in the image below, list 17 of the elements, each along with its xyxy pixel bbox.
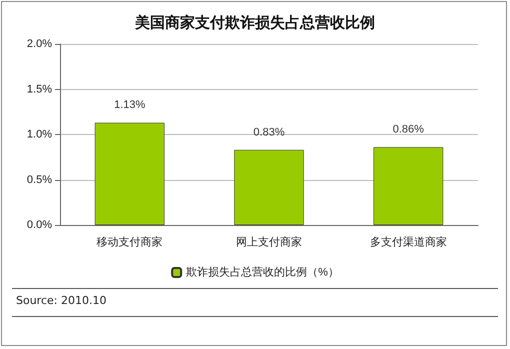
data-label: 1.13% xyxy=(114,99,146,112)
bar xyxy=(374,147,444,225)
bar xyxy=(94,122,164,225)
y-tick-label: 2.0% xyxy=(26,38,52,50)
x-tick-label: 多支付渠道商家 xyxy=(370,236,447,248)
y-tick-label: 0.0% xyxy=(26,219,52,231)
x-tick-label: 网上支付商家 xyxy=(236,236,302,248)
y-tick-label: 0.5% xyxy=(26,174,52,186)
data-label: 0.83% xyxy=(253,126,285,138)
data-label: 0.86% xyxy=(392,124,424,136)
source-note: Source: 2010.10 xyxy=(16,294,106,307)
y-tick-label: 1.5% xyxy=(26,83,52,96)
bar xyxy=(234,150,304,225)
chart-title: 美国商家支付欺诈损失占总营收比例 xyxy=(134,14,375,32)
x-tick-label: 移动支付商家 xyxy=(96,236,163,248)
y-tick-label: 1.0% xyxy=(26,128,52,140)
legend-label: 欺诈损失占总营收的比例（%） xyxy=(186,266,339,278)
